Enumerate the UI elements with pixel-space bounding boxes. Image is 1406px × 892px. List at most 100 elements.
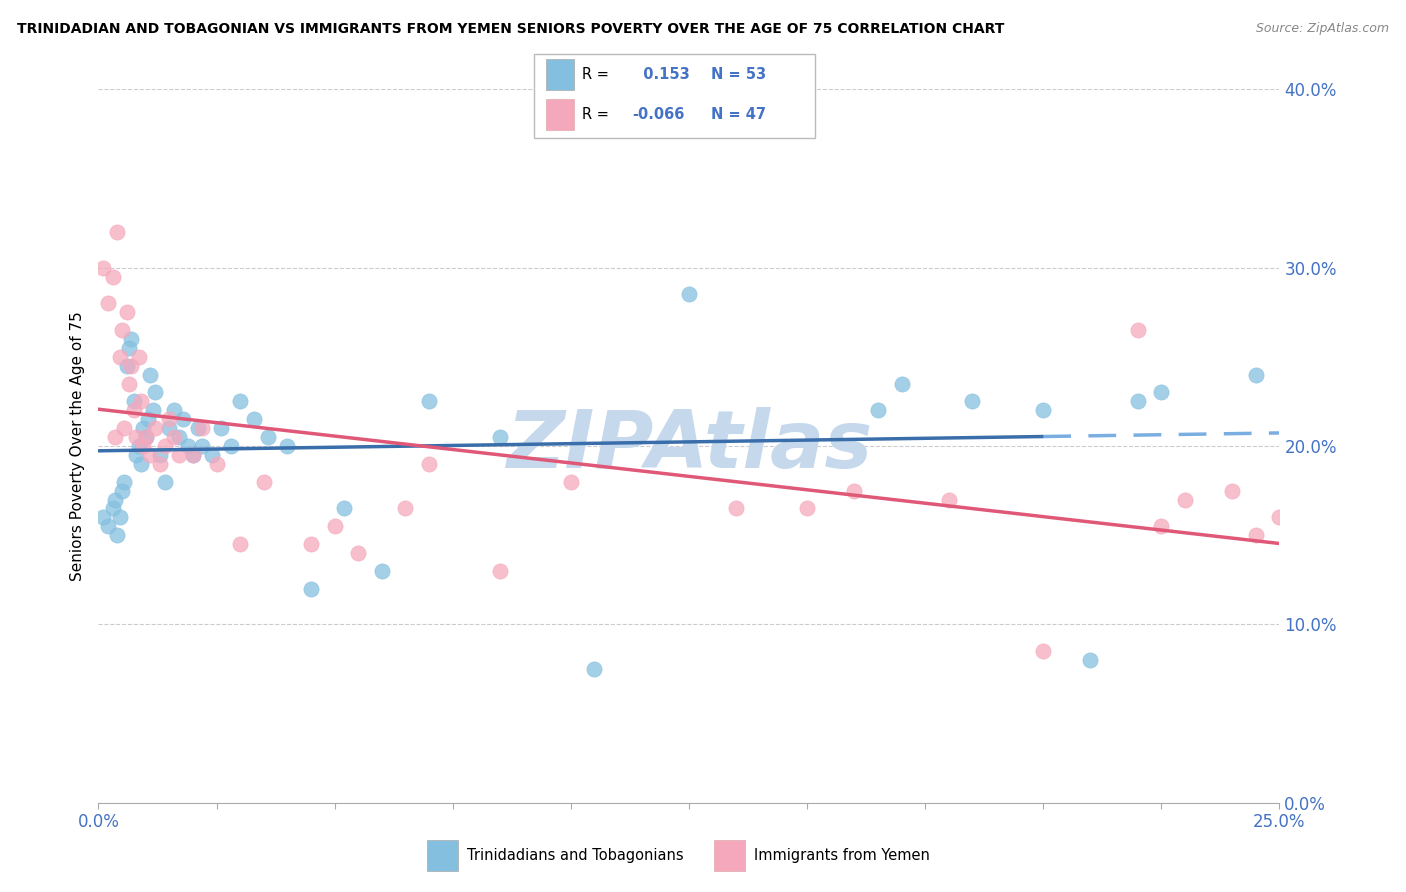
Point <box>167 430 190 444</box>
Point <box>135 430 157 444</box>
Text: R =: R = <box>582 67 609 82</box>
Text: Immigrants from Yemen: Immigrants from Yemen <box>754 848 929 863</box>
Point <box>136 412 159 426</box>
Point <box>112 475 135 489</box>
Point <box>1150 385 1173 400</box>
Point <box>276 439 298 453</box>
Point <box>181 448 204 462</box>
Text: Trinidadians and Tobagonians: Trinidadians and Tobagonians <box>467 848 683 863</box>
Point <box>333 501 356 516</box>
Point <box>118 341 141 355</box>
Point <box>347 546 370 560</box>
Point <box>191 439 214 453</box>
Point <box>725 501 748 516</box>
Point <box>1080 653 1102 667</box>
Point <box>890 376 912 391</box>
Point <box>163 430 186 444</box>
Point <box>121 332 143 346</box>
Point <box>866 403 889 417</box>
Point <box>125 448 148 462</box>
Point <box>181 448 204 462</box>
Point <box>143 421 166 435</box>
Point <box>796 501 818 516</box>
Point <box>418 457 440 471</box>
Point <box>122 394 145 409</box>
Point <box>560 475 582 489</box>
Point <box>938 492 960 507</box>
Point <box>143 385 166 400</box>
Point <box>129 457 152 471</box>
Point <box>229 537 252 551</box>
Bar <box>546 60 574 90</box>
Text: N = 47: N = 47 <box>711 107 766 122</box>
Point <box>115 359 138 373</box>
Text: 0.153: 0.153 <box>633 67 689 82</box>
Point <box>153 439 176 453</box>
Point <box>97 296 120 310</box>
Point <box>191 421 214 435</box>
Point <box>1032 644 1054 658</box>
Text: TRINIDADIAN AND TOBAGONIAN VS IMMIGRANTS FROM YEMEN SENIORS POVERTY OVER THE AGE: TRINIDADIAN AND TOBAGONIAN VS IMMIGRANTS… <box>17 22 1004 37</box>
Text: N = 53: N = 53 <box>711 67 766 82</box>
Point <box>489 430 512 444</box>
Point <box>678 287 700 301</box>
Point <box>125 430 148 444</box>
Point <box>91 510 114 524</box>
Point <box>489 564 512 578</box>
Point <box>111 483 134 498</box>
Point <box>129 394 152 409</box>
Point <box>122 403 145 417</box>
Point <box>205 457 228 471</box>
Point <box>153 475 176 489</box>
Point <box>299 582 322 596</box>
Point <box>418 394 440 409</box>
Point <box>128 439 150 453</box>
Bar <box>714 840 745 871</box>
Point <box>1126 323 1149 337</box>
Point <box>1174 492 1197 507</box>
Point <box>142 403 165 417</box>
Point <box>177 439 200 453</box>
Point <box>1032 403 1054 417</box>
Point <box>1244 368 1267 382</box>
Point <box>121 359 143 373</box>
Point <box>132 439 155 453</box>
Point <box>201 448 224 462</box>
Point <box>243 412 266 426</box>
Point <box>1244 528 1267 542</box>
Point <box>105 225 128 239</box>
Point <box>962 394 984 409</box>
Y-axis label: Seniors Poverty Over the Age of 75: Seniors Poverty Over the Age of 75 <box>69 311 84 581</box>
Point <box>583 662 606 676</box>
Point <box>104 492 127 507</box>
Point <box>172 412 194 426</box>
Point <box>229 394 252 409</box>
Point <box>97 519 120 533</box>
Point <box>132 421 155 435</box>
Point <box>257 430 280 444</box>
Point <box>139 368 162 382</box>
Point <box>394 501 416 516</box>
Point <box>253 475 276 489</box>
Point <box>299 537 322 551</box>
Point <box>149 457 172 471</box>
Point <box>101 501 124 516</box>
Point <box>371 564 394 578</box>
Point <box>139 448 162 462</box>
Point <box>187 421 209 435</box>
Point <box>104 430 127 444</box>
Point <box>91 260 114 275</box>
Point <box>219 439 242 453</box>
Point <box>108 350 131 364</box>
Point <box>111 323 134 337</box>
Point <box>163 403 186 417</box>
Point <box>108 510 131 524</box>
Point <box>157 421 180 435</box>
Point <box>135 430 157 444</box>
Point <box>209 421 232 435</box>
Point <box>105 528 128 542</box>
Point <box>844 483 866 498</box>
Point <box>167 448 190 462</box>
Point <box>1150 519 1173 533</box>
Text: ZIPAtlas: ZIPAtlas <box>506 407 872 485</box>
